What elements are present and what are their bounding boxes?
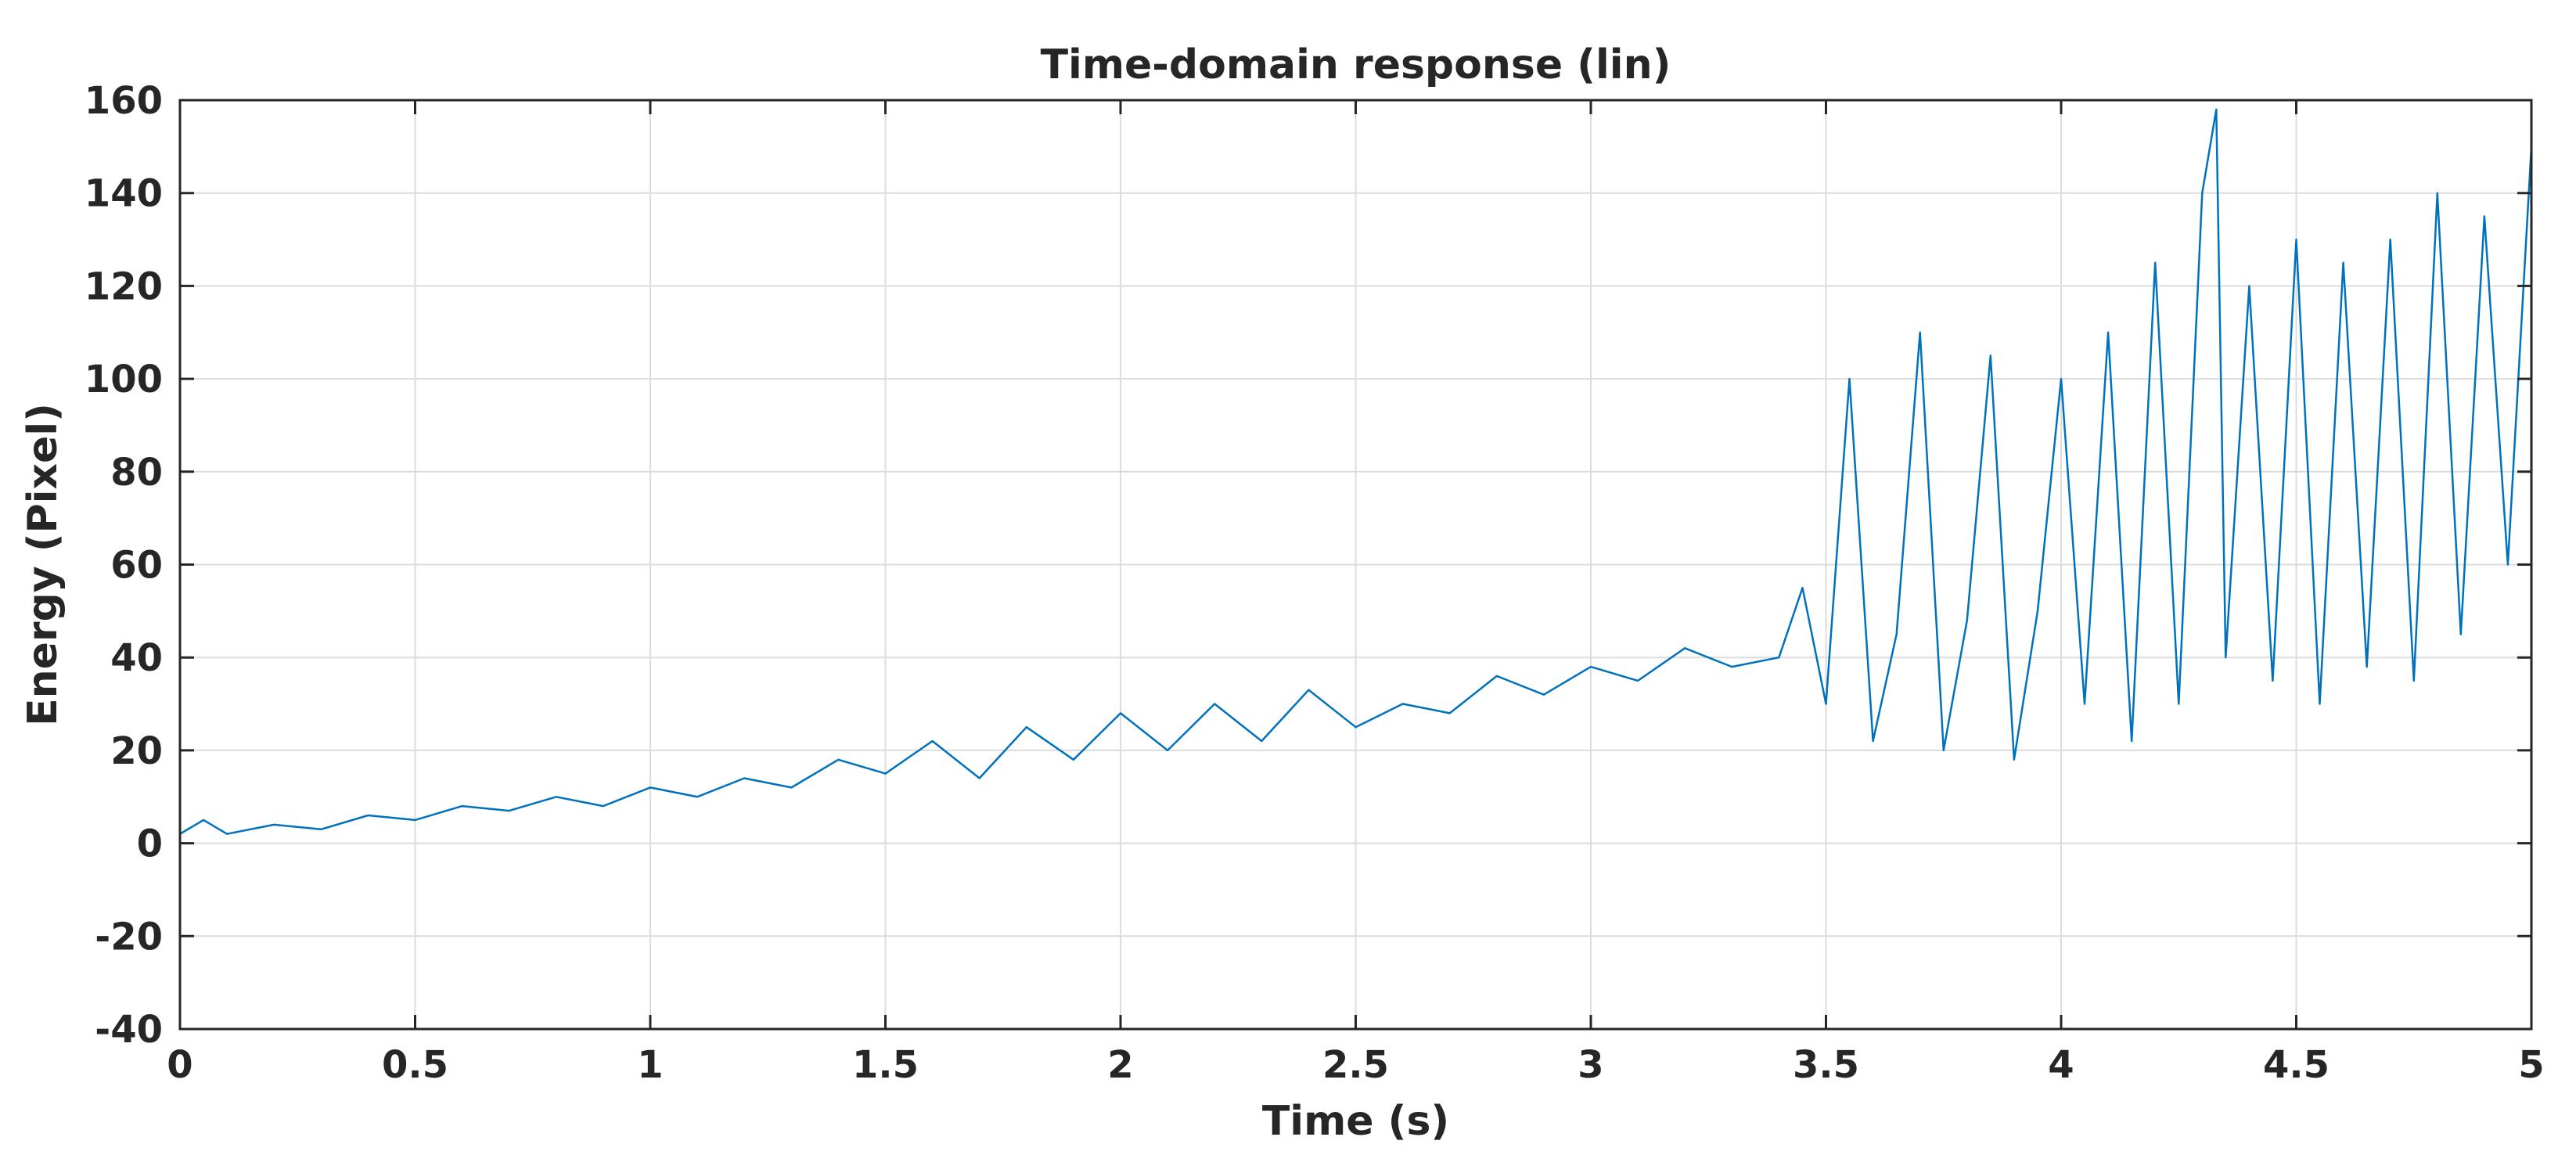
- y-tick-label: 100: [85, 358, 163, 401]
- plot-area: 0 0.5 1 1.5 2 2.5 3 3.5 4 4.5 5 -40 -20 0 20 40 60 80 100…: [85, 79, 2545, 1087]
- tick-marks: [178, 99, 2533, 1031]
- y-tick-label: 140: [85, 172, 163, 216]
- x-tick-label: 4.5: [2263, 1043, 2330, 1087]
- y-tick-label: 160: [85, 79, 163, 123]
- x-tick-label: 2: [1107, 1043, 1133, 1087]
- x-tick-label: 4: [2048, 1043, 2074, 1087]
- y-tick-label: 40: [110, 636, 163, 680]
- x-tick-label: 3: [1578, 1043, 1603, 1087]
- x-tick-label: 1.5: [852, 1043, 919, 1087]
- x-tick-label: 5: [2518, 1043, 2544, 1087]
- y-tick-label: -20: [95, 915, 163, 959]
- x-tick-label: 2.5: [1322, 1043, 1389, 1087]
- y-tick-labels: -40 -20 0 20 40 60 80 100 120 140 160: [85, 79, 163, 1052]
- y-tick-label: 0: [137, 822, 163, 866]
- y-tick-label: 60: [110, 544, 163, 588]
- x-tick-label: 0: [167, 1043, 192, 1087]
- series-layer: [179, 108, 2533, 835]
- chart-title: Time-domain response (lin): [1041, 41, 1671, 88]
- x-tick-label: 3.5: [1793, 1043, 1859, 1087]
- x-tick-labels: 0 0.5 1 1.5 2 2.5 3 3.5 4 4.5 5: [167, 1043, 2544, 1087]
- x-tick-label: 1: [637, 1043, 663, 1087]
- y-tick-label: 80: [110, 451, 163, 495]
- y-tick-label: 120: [85, 264, 163, 308]
- x-axis-label: Time (s): [1262, 1098, 1449, 1145]
- y-tick-label: -40: [95, 1008, 163, 1052]
- y-tick-label: 20: [110, 729, 163, 773]
- y-axis-label: Energy (Pixel): [20, 403, 67, 726]
- x-tick-label: 0.5: [382, 1043, 448, 1087]
- series-line: [179, 108, 2533, 835]
